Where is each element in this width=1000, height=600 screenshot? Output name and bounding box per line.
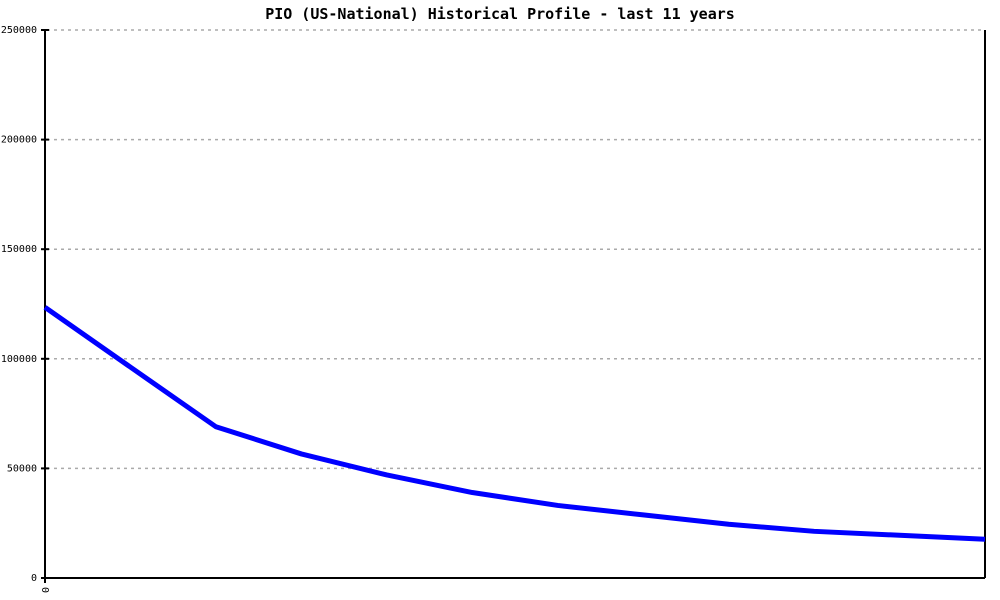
profile-line [43, 305, 986, 542]
y-tick-label: 200000 [1, 135, 37, 146]
y-tick-label: 0 [31, 573, 37, 584]
x-tick-label: 0 [39, 587, 50, 593]
y-tick-label: 150000 [1, 244, 37, 255]
y-tick-label: 50000 [7, 463, 37, 474]
y-tick-label: 100000 [1, 354, 37, 365]
chart-title: PIO (US-National) Historical Profile - l… [265, 5, 735, 23]
y-tick-label: 250000 [1, 25, 37, 36]
